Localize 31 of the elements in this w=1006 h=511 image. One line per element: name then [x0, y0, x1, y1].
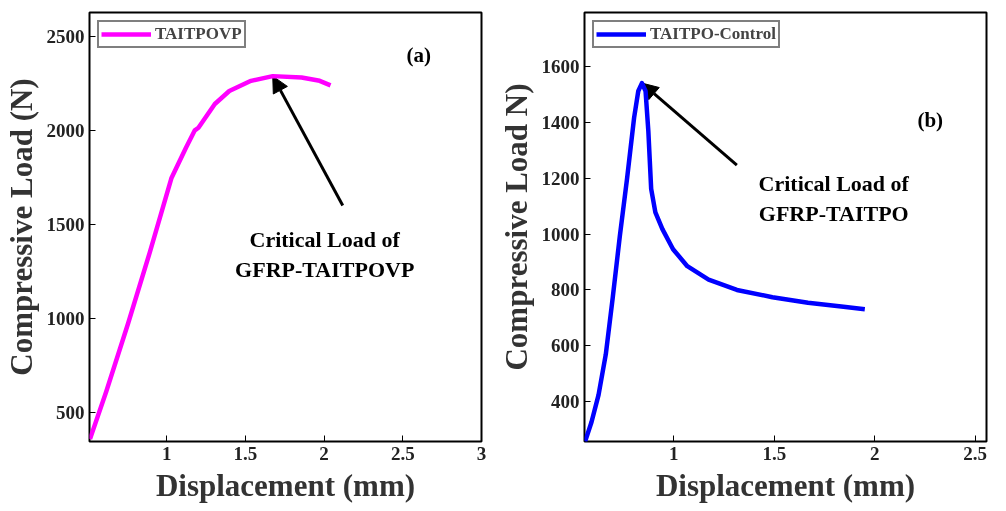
annotation: Critical Load of GFRP-TAITPO [758, 171, 910, 227]
y-axis-title: Compressive Load (N) [3, 78, 39, 376]
y-tick-label: 2000 [46, 119, 85, 141]
y-tick-label: 1200 [541, 167, 580, 189]
x-axis-title: Displacement (mm) [655, 467, 916, 503]
x-axis-title: Displacement (mm) [155, 467, 416, 503]
x-tick-label: 2.5 [963, 442, 987, 464]
annotation: (b) [917, 107, 944, 132]
y-axis-title: Compressive Load N) [498, 83, 534, 371]
y-tick-label: 1000 [541, 223, 580, 245]
x-tick-label: 3 [476, 442, 487, 464]
legend-label: TAITPOVP [155, 24, 242, 44]
x-tick-label: 2 [319, 442, 329, 464]
x-tick-label: 1.5 [762, 442, 787, 464]
y-tick-label: 1400 [541, 111, 580, 133]
annotation: (a) [406, 43, 432, 68]
y-tick-label: 1000 [46, 308, 85, 330]
y-tick-label: 1600 [541, 56, 580, 78]
y-tick-label: 800 [551, 279, 580, 301]
annotation: Critical Load of GFRP-TAITPOVP [235, 227, 415, 282]
x-tick-label: 2.5 [390, 442, 415, 464]
x-tick-label: 2 [869, 442, 880, 464]
y-tick-label: 600 [551, 335, 580, 357]
x-tick-label: 1.5 [233, 442, 258, 464]
y-tick-label: 400 [551, 391, 580, 413]
y-tick-label: 2500 [46, 25, 85, 47]
legend-label: TAITPO-Control [650, 24, 776, 44]
y-tick-label: 1500 [46, 213, 85, 235]
x-tick-label: 1 [669, 442, 679, 464]
y-tick-label: 500 [56, 402, 85, 424]
x-tick-label: 1 [161, 442, 172, 464]
